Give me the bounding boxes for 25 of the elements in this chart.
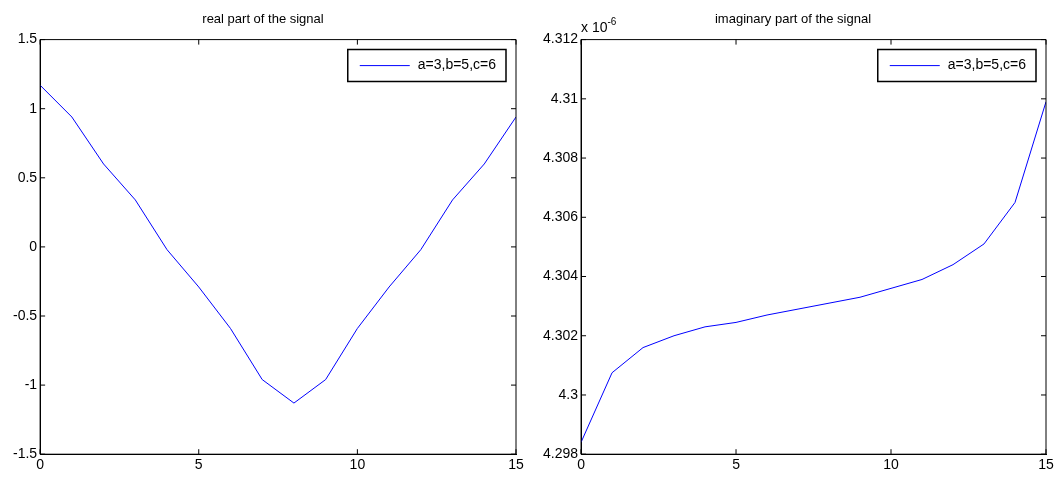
y-tick-label: 4.302 <box>542 326 579 343</box>
y-tick-label: -1.5 <box>13 445 38 462</box>
x-tick-label: 15 <box>1038 456 1054 473</box>
legend-label: a=3,b=5,c=6 <box>947 56 1027 73</box>
x-tick-label: 15 <box>508 456 524 473</box>
y-tick-label: -0.5 <box>13 306 38 323</box>
y-tick-label: 4.312 <box>542 30 579 47</box>
y-tick-label: 4.308 <box>542 148 579 165</box>
y-tick-label: 1.5 <box>17 30 38 47</box>
legend-label: a=3,b=5,c=6 <box>417 56 497 73</box>
y-tick-label: 4.31 <box>550 89 579 106</box>
y-tick-label: 1 <box>29 99 38 116</box>
x-tick-label: 5 <box>732 456 741 473</box>
x-tick-label: 5 <box>194 456 203 473</box>
x-tick-label: 10 <box>349 456 366 473</box>
y-tick-label: -1 <box>24 375 38 392</box>
x-tick-label: 10 <box>883 456 900 473</box>
chart-title: imaginary part of the signal <box>714 11 872 27</box>
y-tick-label: 4.3 <box>558 385 579 402</box>
y-tick-label: 4.304 <box>542 267 579 284</box>
y-tick-label: 0.5 <box>17 168 38 185</box>
y-tick-label: 4.306 <box>542 208 579 225</box>
y-tick-label: 0 <box>29 237 38 254</box>
chart-title: real part of the signal <box>202 11 324 27</box>
y-tick-label: 4.298 <box>542 445 579 462</box>
